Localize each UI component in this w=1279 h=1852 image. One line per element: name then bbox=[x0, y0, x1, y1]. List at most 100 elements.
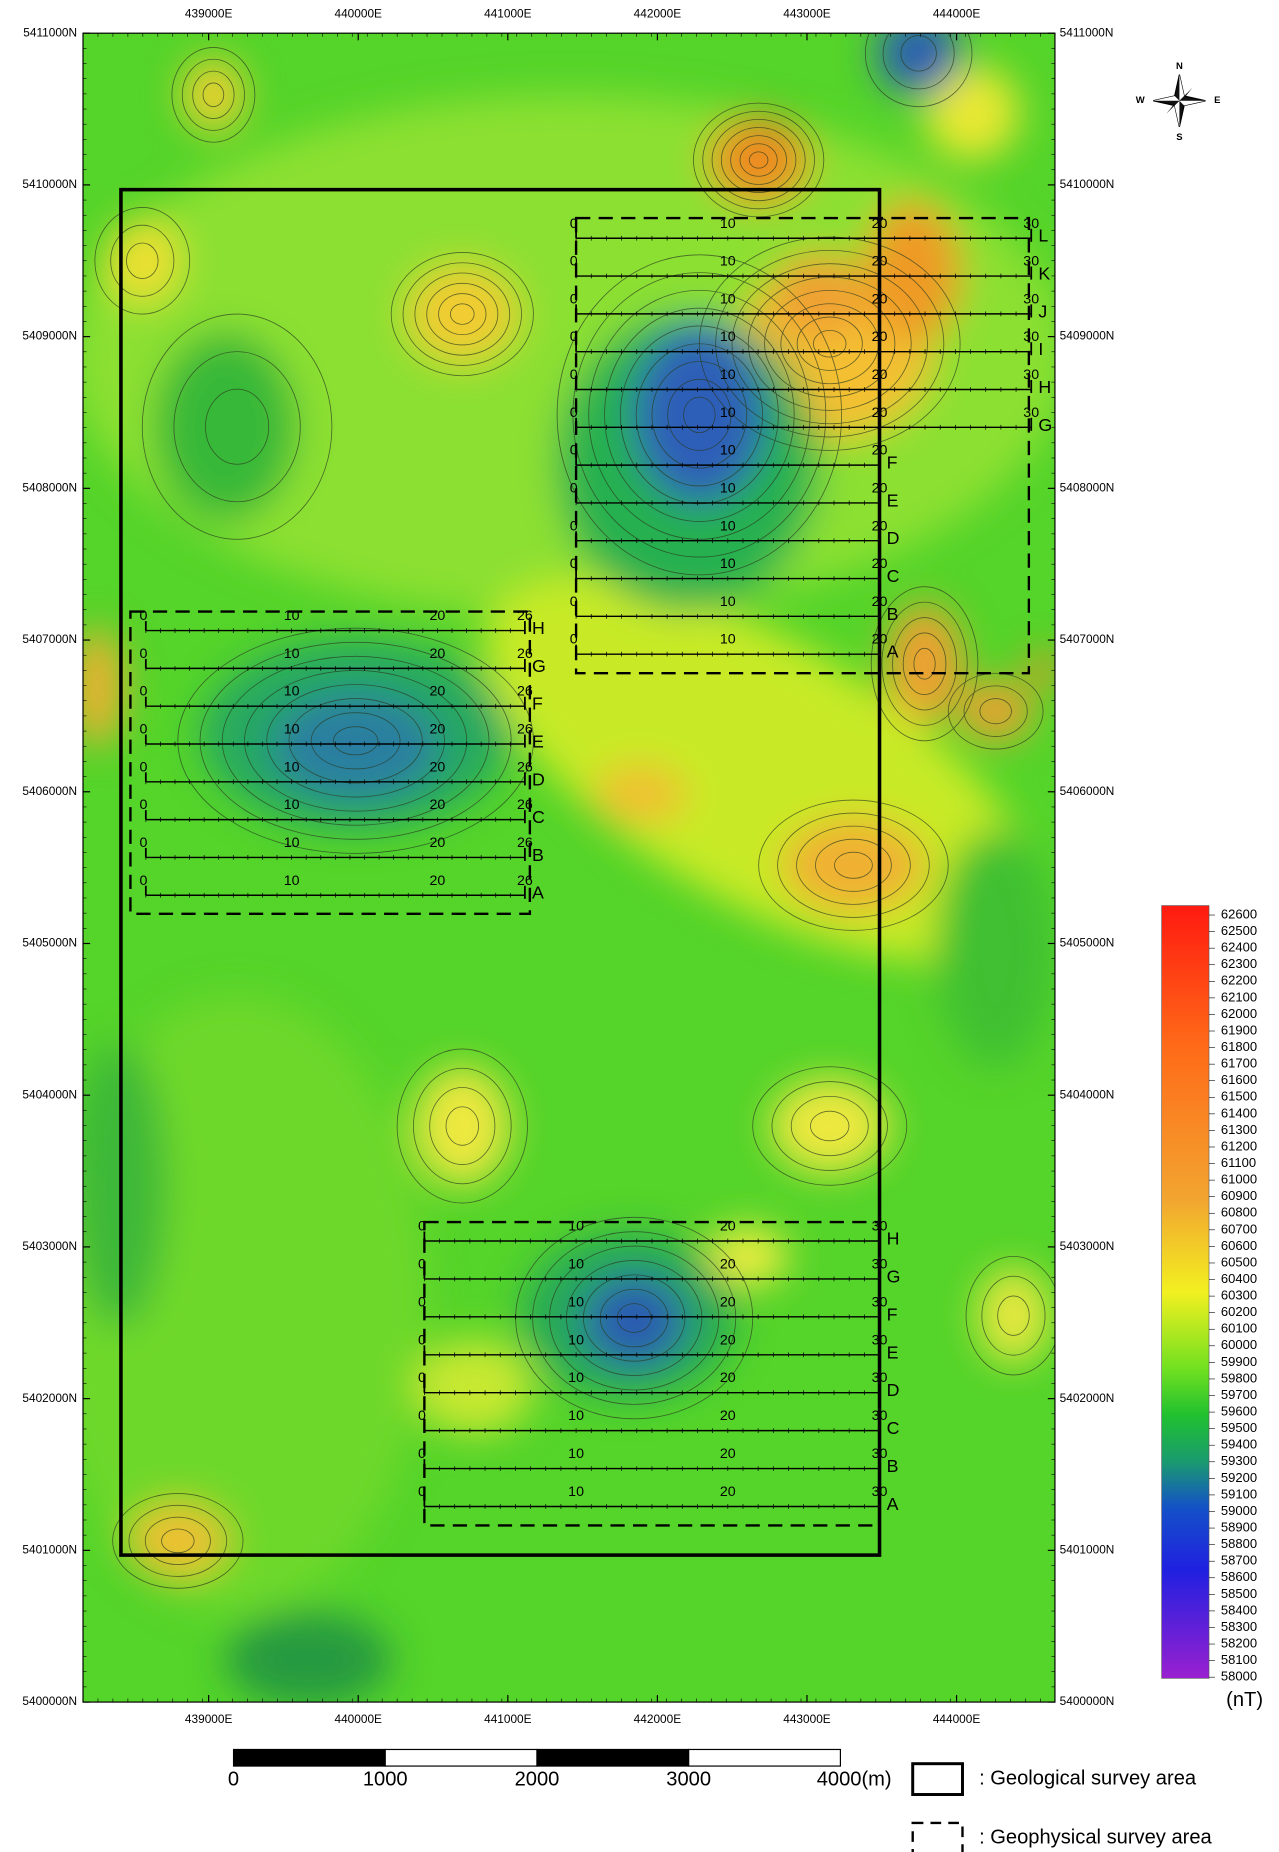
northing-label-left: 5410000N bbox=[22, 177, 77, 191]
scalebar bbox=[234, 1749, 841, 1766]
anomaly-blob bbox=[770, 1079, 889, 1174]
line-name: D bbox=[887, 1380, 900, 1400]
northing-label-right: 5404000N bbox=[1060, 1087, 1115, 1101]
colorbar-label: 59600 bbox=[1221, 1404, 1257, 1419]
station-label: 30 bbox=[872, 1256, 888, 1272]
scalebar-label: 1000 bbox=[363, 1769, 408, 1791]
line-name: H bbox=[887, 1228, 900, 1248]
station-label: 30 bbox=[872, 1446, 888, 1462]
colorbar-label: 61700 bbox=[1221, 1056, 1257, 1071]
station-label: 0 bbox=[139, 646, 147, 662]
station-label: 26 bbox=[517, 608, 533, 624]
colorbar-label: 60000 bbox=[1221, 1337, 1257, 1352]
line-name: H bbox=[532, 618, 545, 638]
colorbar-label: 58200 bbox=[1221, 1635, 1257, 1650]
anomaly-blob bbox=[409, 267, 516, 362]
station-label: 0 bbox=[418, 1370, 426, 1386]
easting-label-bottom: 439000E bbox=[185, 1712, 233, 1726]
easting-label-bottom: 442000E bbox=[634, 1712, 682, 1726]
colorbar-label: 60600 bbox=[1221, 1238, 1257, 1253]
anomaly-blob bbox=[770, 255, 865, 338]
colorbar-label: 58700 bbox=[1221, 1553, 1257, 1568]
station-label: 0 bbox=[570, 405, 578, 421]
station-label: 0 bbox=[570, 632, 578, 648]
station-label: 0 bbox=[418, 1294, 426, 1310]
station-label: 10 bbox=[568, 1294, 584, 1310]
easting-label-top: 443000E bbox=[783, 6, 831, 20]
colorbar-label: 61600 bbox=[1221, 1072, 1257, 1087]
northing-label-left: 5402000N bbox=[22, 1391, 77, 1405]
anomaly-blob bbox=[154, 332, 296, 522]
line-name: C bbox=[532, 807, 545, 827]
station-label: 20 bbox=[720, 1446, 736, 1462]
easting-label-top: 441000E bbox=[484, 6, 532, 20]
station-label: 30 bbox=[872, 1408, 888, 1424]
station-label: 20 bbox=[872, 367, 888, 383]
legend-geophysical: : Geophysical survey area bbox=[979, 1827, 1212, 1849]
colorbar-label: 59400 bbox=[1221, 1437, 1257, 1452]
line-name: G bbox=[1038, 415, 1052, 435]
northing-label-left: 5400000N bbox=[22, 1694, 77, 1708]
station-label: 0 bbox=[139, 835, 147, 851]
station-label: 30 bbox=[872, 1332, 888, 1348]
anomaly-blob bbox=[936, 830, 1055, 1067]
station-label: 30 bbox=[1023, 367, 1039, 383]
northing-label-right: 5405000N bbox=[1060, 936, 1115, 950]
compass: N S E W bbox=[1136, 61, 1221, 143]
line-name: B bbox=[532, 845, 544, 865]
colorbar bbox=[1162, 906, 1209, 1679]
easting-label-top: 439000E bbox=[185, 6, 233, 20]
station-label: 0 bbox=[418, 1219, 426, 1235]
colorbar-label: 61000 bbox=[1221, 1172, 1257, 1187]
station-label: 20 bbox=[872, 556, 888, 572]
anomaly-blob bbox=[978, 1268, 1049, 1363]
station-label: 10 bbox=[284, 608, 300, 624]
station-label: 10 bbox=[284, 684, 300, 700]
northing-label-right: 5407000N bbox=[1060, 632, 1115, 646]
station-label: 0 bbox=[139, 873, 147, 889]
colorbar-label: 62300 bbox=[1221, 956, 1257, 971]
station-label: 0 bbox=[139, 608, 147, 624]
station-label: 20 bbox=[429, 797, 445, 813]
northing-label-right: 5403000N bbox=[1060, 1239, 1115, 1253]
northing-label-right: 5408000N bbox=[1060, 480, 1115, 494]
colorbar-label: 62100 bbox=[1221, 989, 1257, 1004]
station-label: 10 bbox=[568, 1256, 584, 1272]
station-label: 10 bbox=[720, 254, 736, 270]
station-label: 0 bbox=[418, 1332, 426, 1348]
compass-e: E bbox=[1214, 95, 1220, 106]
station-label: 20 bbox=[429, 835, 445, 851]
line-name: K bbox=[1038, 264, 1050, 284]
anomaly-blob bbox=[960, 682, 1031, 741]
colorbar-label: 58600 bbox=[1221, 1569, 1257, 1584]
station-label: 10 bbox=[720, 556, 736, 572]
station-label: 0 bbox=[570, 518, 578, 534]
station-label: 0 bbox=[570, 480, 578, 496]
northing-label-right: 5401000N bbox=[1060, 1542, 1115, 1556]
colorbar-label: 61100 bbox=[1221, 1155, 1256, 1170]
northing-label-left: 5408000N bbox=[22, 480, 77, 494]
station-label: 10 bbox=[720, 367, 736, 383]
anomaly-blob bbox=[71, 628, 123, 747]
colorbar-label: 61800 bbox=[1221, 1039, 1257, 1054]
station-label: 0 bbox=[139, 797, 147, 813]
legend-dashed-box bbox=[913, 1823, 963, 1852]
easting-label-top: 444000E bbox=[933, 6, 981, 20]
colorbar-label: 61500 bbox=[1221, 1089, 1257, 1104]
station-label: 20 bbox=[872, 518, 888, 534]
compass-w: W bbox=[1136, 95, 1145, 106]
colorbar-label: 59300 bbox=[1221, 1453, 1257, 1468]
station-label: 20 bbox=[872, 329, 888, 345]
station-label: 26 bbox=[517, 684, 533, 700]
station-label: 0 bbox=[418, 1484, 426, 1500]
station-label: 20 bbox=[429, 759, 445, 775]
station-label: 20 bbox=[872, 216, 888, 232]
station-label: 30 bbox=[872, 1294, 888, 1310]
station-label: 10 bbox=[568, 1484, 584, 1500]
station-label: 0 bbox=[139, 684, 147, 700]
colorbar-label: 58100 bbox=[1221, 1652, 1257, 1667]
colorbar-label: 61300 bbox=[1221, 1122, 1257, 1137]
station-label: 10 bbox=[284, 835, 300, 851]
station-label: 10 bbox=[720, 632, 736, 648]
northing-label-right: 5409000N bbox=[1060, 329, 1115, 343]
